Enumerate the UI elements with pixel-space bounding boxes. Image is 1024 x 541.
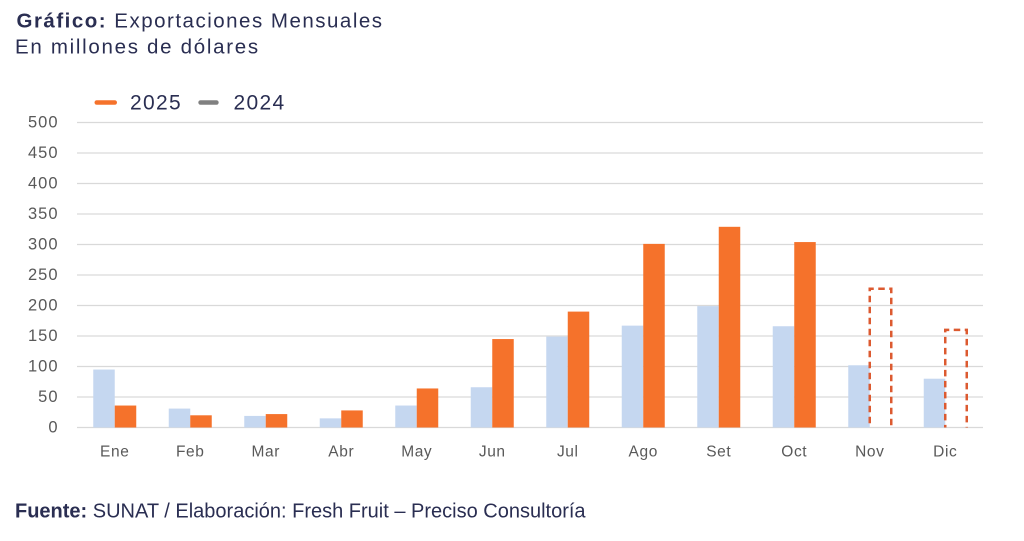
svg-text:Set: Set <box>706 444 731 461</box>
svg-text:Jul: Jul <box>557 444 579 461</box>
svg-text:200: 200 <box>28 296 59 314</box>
svg-text:Gráfico: Exportaciones Mensual: Gráfico: Exportaciones Mensuales <box>17 9 384 32</box>
svg-text:Ago: Ago <box>629 444 658 461</box>
svg-text:150: 150 <box>28 327 59 345</box>
svg-text:500: 500 <box>28 113 59 131</box>
svg-text:400: 400 <box>28 174 59 192</box>
svg-text:Jun: Jun <box>479 444 506 461</box>
svg-text:2024: 2024 <box>234 92 286 115</box>
svg-text:Abr: Abr <box>328 444 354 461</box>
svg-text:Feb: Feb <box>176 444 205 461</box>
svg-text:250: 250 <box>28 266 59 284</box>
svg-text:50: 50 <box>38 388 58 406</box>
svg-text:0: 0 <box>48 418 58 436</box>
svg-text:Fuente: SUNAT / Elaboración: F: Fuente: SUNAT / Elaboración: Fresh Fruit… <box>15 501 586 523</box>
svg-text:Dic: Dic <box>933 444 957 461</box>
svg-text:Ene: Ene <box>100 444 129 461</box>
svg-text:Mar: Mar <box>252 444 281 461</box>
svg-text:En millones de dólares: En millones de dólares <box>15 36 260 59</box>
svg-text:Oct: Oct <box>781 444 807 461</box>
svg-text:Nov: Nov <box>855 444 884 461</box>
svg-text:May: May <box>401 444 432 461</box>
svg-text:2025: 2025 <box>130 92 182 115</box>
svg-text:350: 350 <box>28 205 59 223</box>
svg-text:450: 450 <box>28 144 59 162</box>
svg-text:300: 300 <box>28 235 59 253</box>
svg-text:100: 100 <box>28 357 59 375</box>
